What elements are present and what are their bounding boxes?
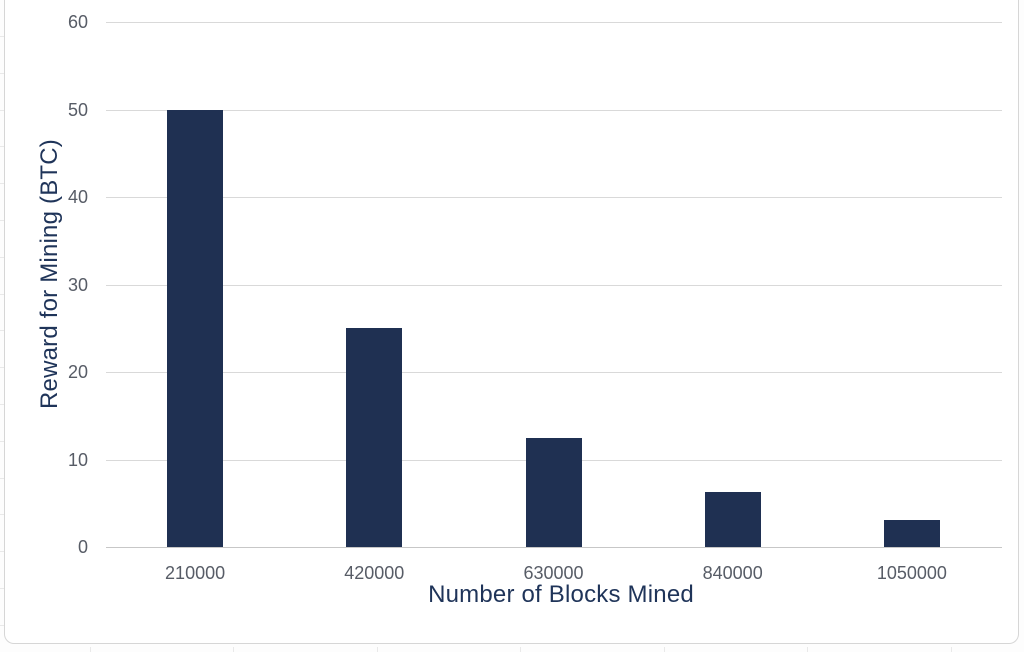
x-tick-label-1050000: 1050000: [876, 563, 947, 583]
y-tick-label-30: 30: [67, 274, 88, 295]
gridline-y-30: [105, 284, 1002, 286]
sheet-column-line: [233, 647, 234, 652]
sheet-row-line: [0, 367, 4, 368]
sheet-row-line: [0, 514, 4, 515]
sheet-column-line: [664, 647, 665, 652]
x-tick-label-420000: 420000: [344, 563, 405, 583]
sheet-row-line: [0, 257, 4, 258]
sheet-column-line: [807, 647, 808, 652]
sheet-row-line: [0, 330, 4, 331]
gridline-y-20: [105, 372, 1002, 373]
sheet-row-line: [0, 183, 4, 184]
sheet-row-line: [0, 220, 4, 221]
x-tick-label-630000: 630000: [523, 563, 584, 583]
sheet-column-line: [951, 647, 952, 652]
sheet-row-line: [0, 404, 4, 405]
x-axis-title: Number of Blocks Mined: [428, 581, 694, 608]
sheet-column-line: [90, 647, 91, 652]
x-tick-label-840000: 840000: [702, 563, 763, 583]
sheet-row-line: [0, 294, 4, 295]
y-tick-label-0: 0: [77, 537, 88, 557]
sheet-row-line: [0, 110, 4, 111]
gridline-y-50: [105, 109, 1002, 111]
sheet-row-line: [0, 478, 4, 479]
y-tick-label-20: 20: [67, 362, 88, 382]
sheet-row-line: [0, 625, 4, 626]
bar-1050000[interactable]: [883, 519, 940, 547]
y-tick-label-50: 50: [67, 99, 88, 120]
chart-panel[interactable]: 0 10 20 30 40 50 60 210000 420000 630000 840000 10…: [4, 0, 1019, 644]
x-tick-label-210000: 210000: [165, 563, 226, 583]
sheet-column-line: [520, 647, 521, 652]
y-tick-label-60: 60: [67, 12, 88, 32]
sheet-row-line: [0, 441, 4, 442]
y-tick-label-10: 10: [67, 449, 88, 470]
gridline-y-0: [105, 547, 1002, 548]
bar-840000[interactable]: [704, 492, 761, 547]
bar-210000[interactable]: [167, 109, 224, 547]
y-tick-label-40: 40: [67, 187, 88, 207]
sheet-row-line: [0, 146, 4, 147]
gridline-y-60: [105, 22, 1002, 23]
y-axis-title: Reward for Mining (BTC): [36, 139, 63, 409]
gridline-y-40: [105, 197, 1002, 198]
sheet-column-line: [377, 647, 378, 652]
bar-420000[interactable]: [346, 328, 403, 547]
sheet-row-line: [0, 73, 4, 74]
sheet-row-line: [0, 588, 4, 589]
bar-630000[interactable]: [525, 437, 582, 547]
sheet-row-line: [0, 36, 4, 37]
sheet-row-line: [0, 551, 4, 552]
